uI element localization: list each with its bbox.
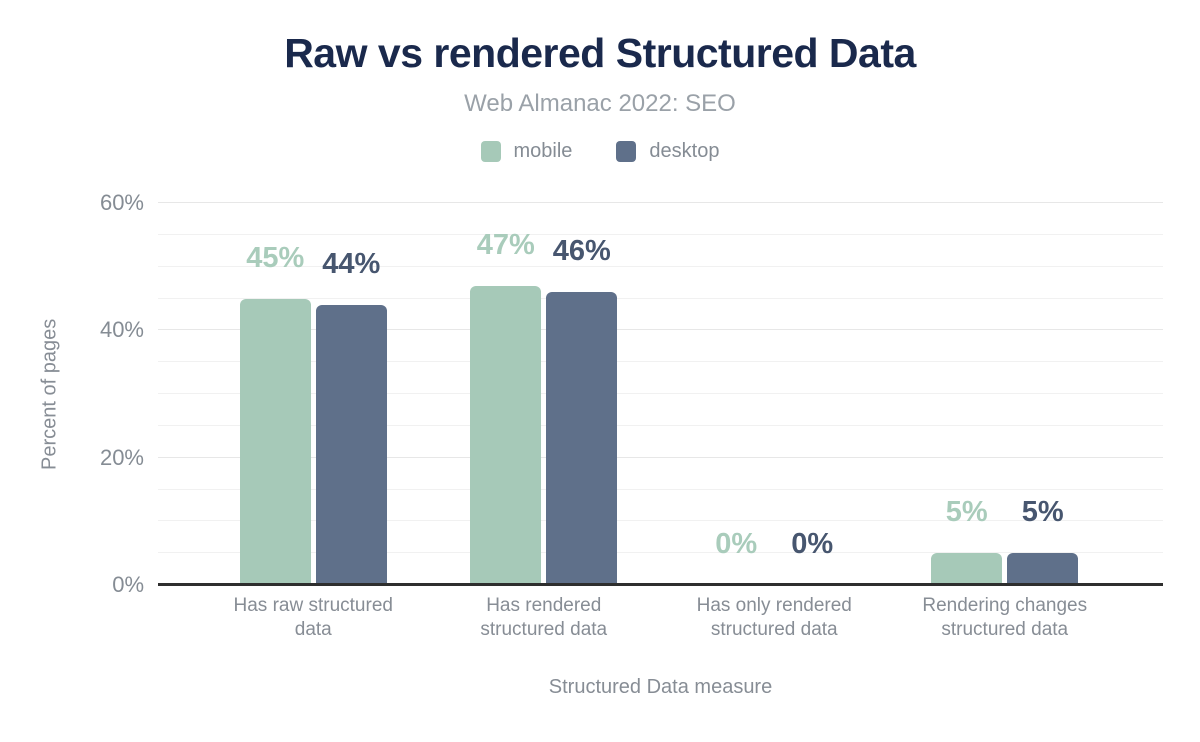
- bar-value-mobile-0: 45%: [246, 241, 305, 274]
- bar-mobile-3: [931, 553, 1003, 585]
- x-category-label-2: Has only rendered structured data: [659, 594, 890, 642]
- bar-slot-mobile-1: 47%: [470, 203, 542, 585]
- gridline-10: [158, 520, 1163, 522]
- y-tick-label-40: 40%: [99, 317, 144, 343]
- x-category-label-0: Has raw structured data: [198, 594, 429, 642]
- x-category-label-text-2: Has only rendered structured data: [696, 595, 852, 640]
- bar-value-mobile-2: 0%: [715, 528, 758, 560]
- y-axis-title: Percent of pages: [38, 318, 61, 470]
- legend-swatch-desktop-icon: [616, 141, 637, 162]
- bar-group-2: 0% 0%: [659, 203, 890, 585]
- gridline-50: [158, 265, 1163, 267]
- bar-desktop-0: [315, 304, 387, 585]
- legend-label-mobile: mobile: [513, 140, 573, 162]
- x-category-label-text-0: Has raw structured data: [233, 595, 393, 640]
- gridline-25: [158, 424, 1163, 426]
- gridline-40: [158, 329, 1163, 331]
- legend-swatch-mobile-icon: [480, 141, 501, 162]
- bar-slot-desktop-2: 0%: [777, 203, 848, 585]
- gridline-45: [158, 297, 1163, 299]
- x-category-label-1: Has rendered structured data: [429, 594, 660, 642]
- bar-value-desktop-2: 0%: [791, 528, 834, 560]
- bar-slot-mobile-3: 5%: [931, 203, 1003, 585]
- legend-item-desktop: desktop: [616, 140, 719, 163]
- bar-area: 45% 44% 47% 46% 0% 0% 5% 5%: [198, 203, 1120, 585]
- bar-group-3: 5% 5%: [890, 203, 1121, 585]
- gridline-5: [158, 552, 1163, 554]
- bar-value-desktop-0: 44%: [322, 247, 381, 280]
- plot-area: 0% 20% 40% 60% 45% 44% 47% 46% 0% 0% 5% 5%: [100, 192, 1163, 596]
- gridline-35: [158, 361, 1163, 363]
- gridline-55: [158, 233, 1163, 235]
- legend-item-mobile: mobile: [480, 140, 573, 163]
- bar-slot-desktop-1: 46%: [546, 203, 618, 585]
- legend: mobile desktop: [0, 140, 1200, 163]
- bar-desktop-3: [1007, 553, 1079, 585]
- x-category-label-text-1: Has rendered structured data: [480, 595, 608, 640]
- y-tick-label-60: 60%: [99, 190, 144, 215]
- bar-group-1: 47% 46%: [429, 203, 660, 585]
- legend-label-desktop: desktop: [649, 140, 720, 162]
- bar-value-desktop-3: 5%: [1021, 496, 1064, 529]
- bar-slot-desktop-0: 44%: [315, 203, 387, 585]
- y-tick-label-0: 0%: [112, 572, 144, 597]
- gridline-20: [158, 456, 1163, 458]
- x-category-label-3: Rendering changes structured data: [890, 594, 1121, 642]
- bar-slot-mobile-0: 45%: [239, 203, 311, 585]
- gridline-30: [158, 393, 1163, 394]
- x-category-labels: Has raw structured data Has rendered stru…: [198, 594, 1120, 642]
- gridline-60: [158, 202, 1163, 203]
- y-tick-label-20: 20%: [99, 444, 144, 470]
- chart-title: Raw vs rendered Structured Data: [284, 30, 916, 76]
- bar-value-mobile-3: 5%: [945, 496, 988, 529]
- x-axis-title: Structured Data measure: [548, 676, 773, 698]
- bar-desktop-1: [546, 292, 618, 585]
- bar-mobile-1: [470, 285, 542, 585]
- gridline-15: [158, 488, 1163, 490]
- x-axis-baseline: [158, 583, 1163, 586]
- bar-group-0: 45% 44%: [198, 203, 429, 585]
- chart-subtitle: Web Almanac 2022: SEO: [464, 90, 736, 117]
- x-category-label-text-3: Rendering changes structured data: [922, 595, 1088, 640]
- bar-slot-mobile-2: 0%: [701, 203, 772, 585]
- bar-value-desktop-1: 46%: [552, 235, 611, 268]
- bar-slot-desktop-3: 5%: [1007, 203, 1079, 585]
- bar-value-mobile-1: 47%: [476, 228, 535, 261]
- bar-mobile-0: [239, 298, 311, 585]
